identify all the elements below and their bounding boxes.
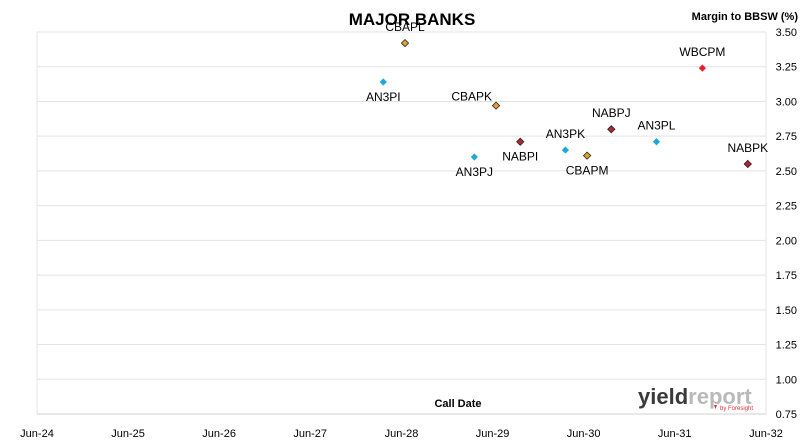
- y-tick-label: 1.50: [776, 305, 797, 317]
- x-tick-label: Jun-24: [20, 428, 54, 440]
- data-point-an3pl: [652, 138, 661, 146]
- data-point-an3pj: [470, 153, 478, 161]
- x-axis-title: Call Date: [434, 398, 481, 410]
- y-tick-label: 2.00: [776, 235, 797, 247]
- x-tick-labels: Jun-24 Jun-25 Jun-26 Jun-27 Jun-28 Jun-29 Jun-…: [20, 428, 783, 440]
- x-tick-label: Jun-28: [385, 428, 419, 440]
- chart-title: MAJOR BANKS: [349, 10, 476, 29]
- y-tick-label: 3.25: [776, 62, 797, 74]
- data-point-wbcpm: [698, 64, 706, 72]
- logo-text-yield: yield: [638, 384, 688, 409]
- data-point-nabpi: [516, 137, 525, 146]
- y-tick-label: 1.00: [776, 374, 797, 386]
- point-label: AN3PJ: [456, 165, 493, 179]
- point-label: NABPI: [502, 150, 538, 164]
- yieldreport-logo: yieldreport by Foresight: [638, 384, 753, 412]
- y-tick-label: 3.50: [776, 27, 797, 39]
- x-tick-label: Jun-29: [476, 428, 510, 440]
- data-point-nabpk: [743, 159, 752, 169]
- point-label: CBAPL: [385, 20, 425, 34]
- data-point-cbapl: [400, 38, 410, 48]
- y-tick-label: 3.00: [776, 96, 797, 108]
- logo-arrow-icon: [714, 405, 717, 409]
- data-points: [379, 38, 752, 169]
- y-tick-label: 2.25: [776, 201, 797, 213]
- y-tick-label: 2.50: [776, 166, 797, 178]
- x-tick-label: Jun-30: [567, 428, 601, 440]
- logo-text-report: report: [688, 384, 752, 409]
- x-tick-label: Jun-26: [202, 428, 236, 440]
- y-tick-label: 0.75: [776, 409, 797, 421]
- grid-lines: [37, 31, 766, 380]
- data-point-cbapk: [491, 101, 501, 110]
- point-label: WBCPM: [679, 45, 725, 59]
- data-point-cbapm: [582, 151, 592, 160]
- point-label: AN3PK: [546, 127, 585, 141]
- point-label: AN3PI: [366, 90, 401, 104]
- y-tick-label: 1.25: [776, 340, 797, 352]
- x-tick-label: Jun-27: [293, 428, 327, 440]
- point-labels: AN3PI CBAPL AN3PJ CBAPK NABPI AN3PK CBAPM NABPJ…: [366, 20, 768, 179]
- x-tick-label: Jun-32: [749, 428, 783, 440]
- point-label: CBAPM: [566, 164, 609, 178]
- y-tick-label: 2.75: [776, 131, 797, 143]
- x-tick-label: Jun-25: [111, 428, 145, 440]
- data-point-an3pi: [379, 78, 387, 86]
- point-label: CBAPK: [451, 90, 492, 104]
- svg-text:yieldreport: yieldreport: [638, 384, 752, 409]
- point-label: AN3PL: [637, 119, 675, 133]
- y-tick-labels: 0.75 1.00 1.25 1.50 1.75 2.00 2.25 2.50 2.75 3.00…: [776, 27, 797, 421]
- point-label: NABPJ: [592, 106, 631, 120]
- y-tick-label: 1.75: [776, 270, 797, 282]
- x-tick-label: Jun-31: [658, 428, 692, 440]
- data-point-nabpj: [607, 125, 616, 134]
- logo-byline: by Foresight: [720, 406, 753, 412]
- data-point-an3pk: [561, 146, 570, 154]
- y-axis-title: Margin to BBSW (%): [692, 11, 799, 23]
- point-label: NABPK: [727, 141, 768, 155]
